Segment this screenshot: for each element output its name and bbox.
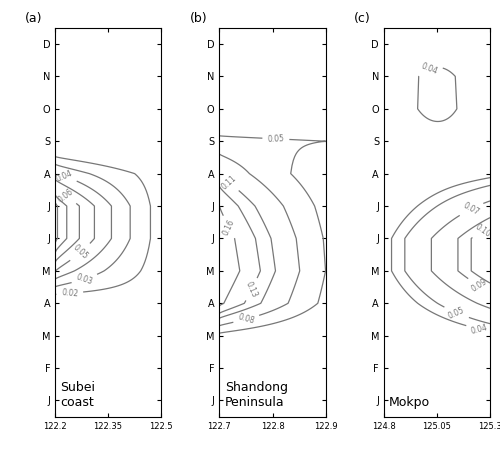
Text: 0.05: 0.05 (71, 243, 90, 262)
Text: 0.02: 0.02 (61, 288, 78, 299)
Text: (b): (b) (190, 12, 208, 25)
Text: Shandong
Peninsula: Shandong Peninsula (225, 381, 288, 409)
Text: 0.04: 0.04 (470, 323, 488, 336)
Text: 0.05: 0.05 (267, 134, 284, 144)
Text: 0.06: 0.06 (56, 187, 75, 204)
Text: (c): (c) (354, 12, 371, 25)
Text: 0.09: 0.09 (470, 277, 489, 294)
Text: 0.08: 0.08 (237, 313, 256, 326)
Text: 0.07: 0.07 (462, 201, 481, 217)
Text: 0.04: 0.04 (55, 169, 74, 183)
Text: Mokpo: Mokpo (389, 396, 430, 409)
Text: (a): (a) (26, 12, 43, 25)
Text: 0.16: 0.16 (222, 218, 236, 237)
Text: 0.03: 0.03 (75, 272, 94, 286)
Text: 0.10: 0.10 (474, 222, 493, 239)
Text: 0.05: 0.05 (447, 305, 466, 320)
Text: 0.04: 0.04 (420, 61, 439, 76)
Text: Subei
coast: Subei coast (60, 381, 96, 409)
Text: 0.11: 0.11 (220, 173, 238, 191)
Text: 0.13: 0.13 (244, 280, 260, 299)
